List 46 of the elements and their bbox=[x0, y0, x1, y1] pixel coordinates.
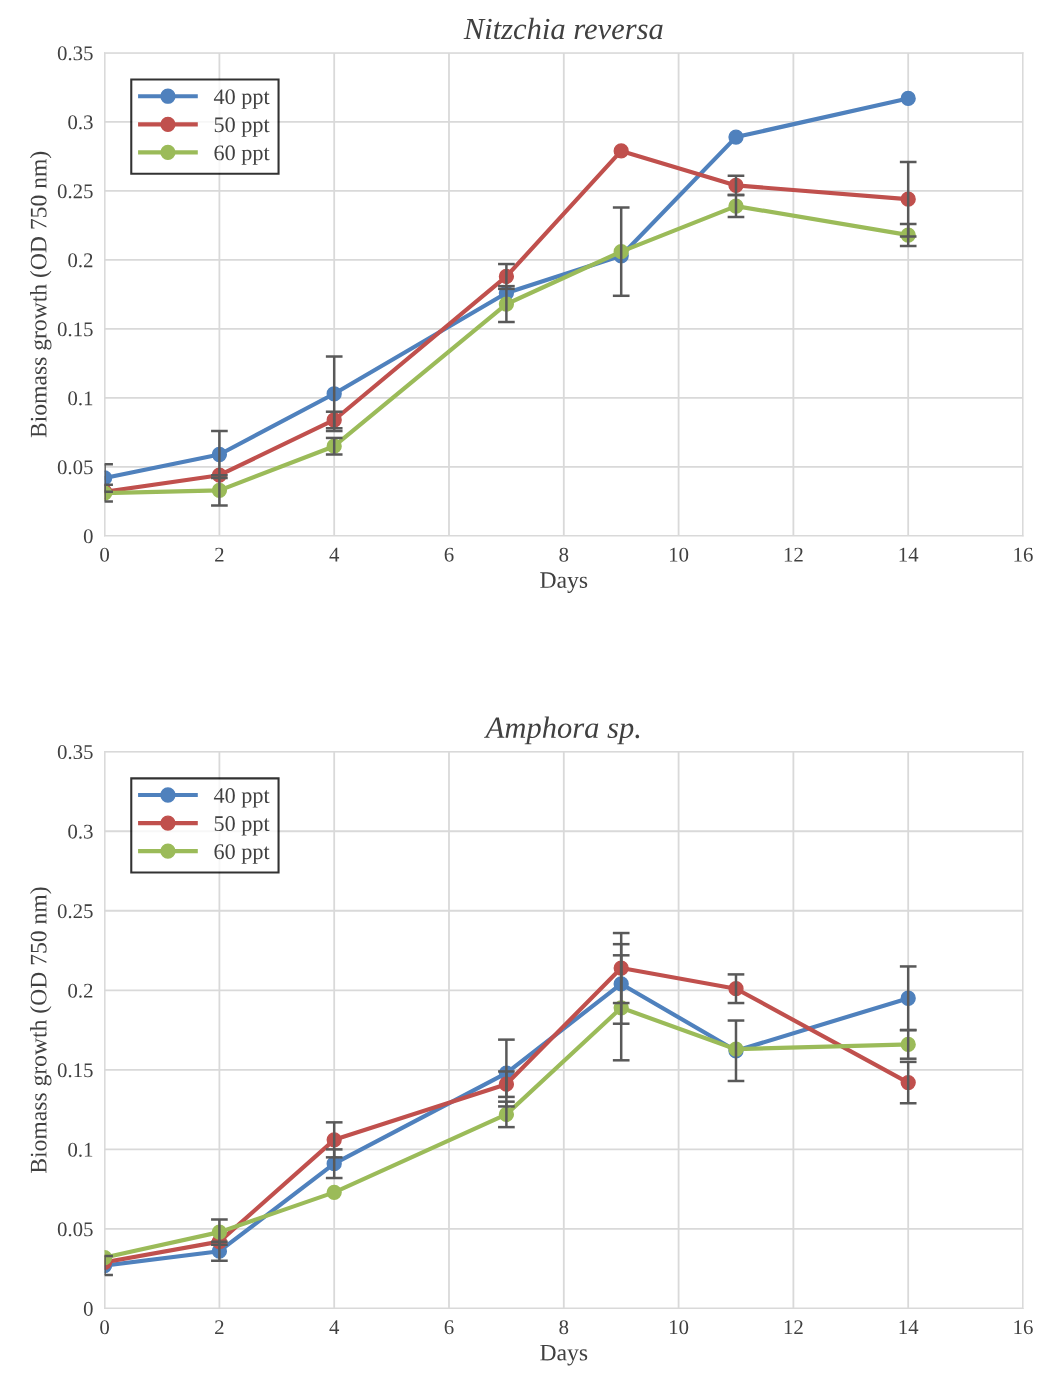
x-tick-label: 16 bbox=[1014, 1320, 1033, 1335]
y-axis-title: Biomass growth (OD 750 nm) bbox=[30, 887, 52, 1174]
legend-label: 50 ppt bbox=[214, 816, 270, 836]
x-tick-label: 12 bbox=[784, 547, 803, 562]
x-tick-label: 12 bbox=[784, 1320, 803, 1335]
y-tick-label: 0.1 bbox=[68, 391, 93, 406]
x-tick-label: 8 bbox=[559, 1320, 569, 1335]
x-tick-label: 4 bbox=[329, 1320, 340, 1335]
y-tick-label: 0.3 bbox=[68, 115, 93, 130]
y-tick-label: 0.25 bbox=[57, 904, 93, 919]
y-tick-label: 0.35 bbox=[57, 745, 93, 760]
y-tick-label: 0.05 bbox=[57, 460, 93, 475]
x-tick-label: 0 bbox=[100, 1320, 110, 1335]
x-tick-label: 2 bbox=[215, 1320, 224, 1335]
legend-label: 60 ppt bbox=[214, 145, 270, 165]
x-tick-label: 2 bbox=[215, 547, 224, 562]
y-tick-label: 0.25 bbox=[57, 184, 93, 199]
y-tick-label: 0 bbox=[83, 529, 93, 544]
y-tick-label: 0.1 bbox=[68, 1142, 93, 1157]
x-tick-label: 4 bbox=[329, 547, 340, 562]
x-axis-title: Days bbox=[540, 572, 588, 593]
y-tick-label: 0.15 bbox=[57, 1063, 93, 1078]
y-tick-label: 0.05 bbox=[57, 1222, 93, 1237]
legend-label: 50 ppt bbox=[214, 117, 270, 137]
x-tick-label: 6 bbox=[444, 1320, 454, 1335]
y-tick-label: 0.2 bbox=[68, 253, 93, 268]
y-axis-title: Biomass growth (OD 750 nm) bbox=[30, 151, 52, 438]
x-tick-label: 0 bbox=[100, 547, 110, 562]
x-tick-label: 16 bbox=[1014, 547, 1033, 562]
chart-title: Amphora sp. bbox=[484, 716, 640, 745]
chart-title: Nitzchia reversa bbox=[463, 17, 663, 40]
x-tick-label: 14 bbox=[899, 547, 919, 562]
x-tick-label: 6 bbox=[444, 547, 454, 562]
x-tick-label: 10 bbox=[670, 1320, 689, 1335]
y-tick-label: 0.2 bbox=[68, 983, 93, 998]
legend-label: 40 ppt bbox=[213, 788, 270, 808]
y-tick-label: 0.3 bbox=[68, 824, 93, 839]
y-tick-label: 0 bbox=[83, 1301, 93, 1316]
y-tick-label: 0.15 bbox=[57, 322, 93, 337]
legend-label: 60 ppt bbox=[214, 844, 270, 864]
legend-label: 40 ppt bbox=[213, 89, 270, 109]
x-tick-label: 8 bbox=[559, 547, 569, 562]
x-tick-label: 14 bbox=[899, 1320, 919, 1335]
x-tick-label: 10 bbox=[670, 547, 689, 562]
y-tick-label: 0.35 bbox=[57, 46, 93, 61]
x-axis-title: Days bbox=[540, 1344, 588, 1366]
